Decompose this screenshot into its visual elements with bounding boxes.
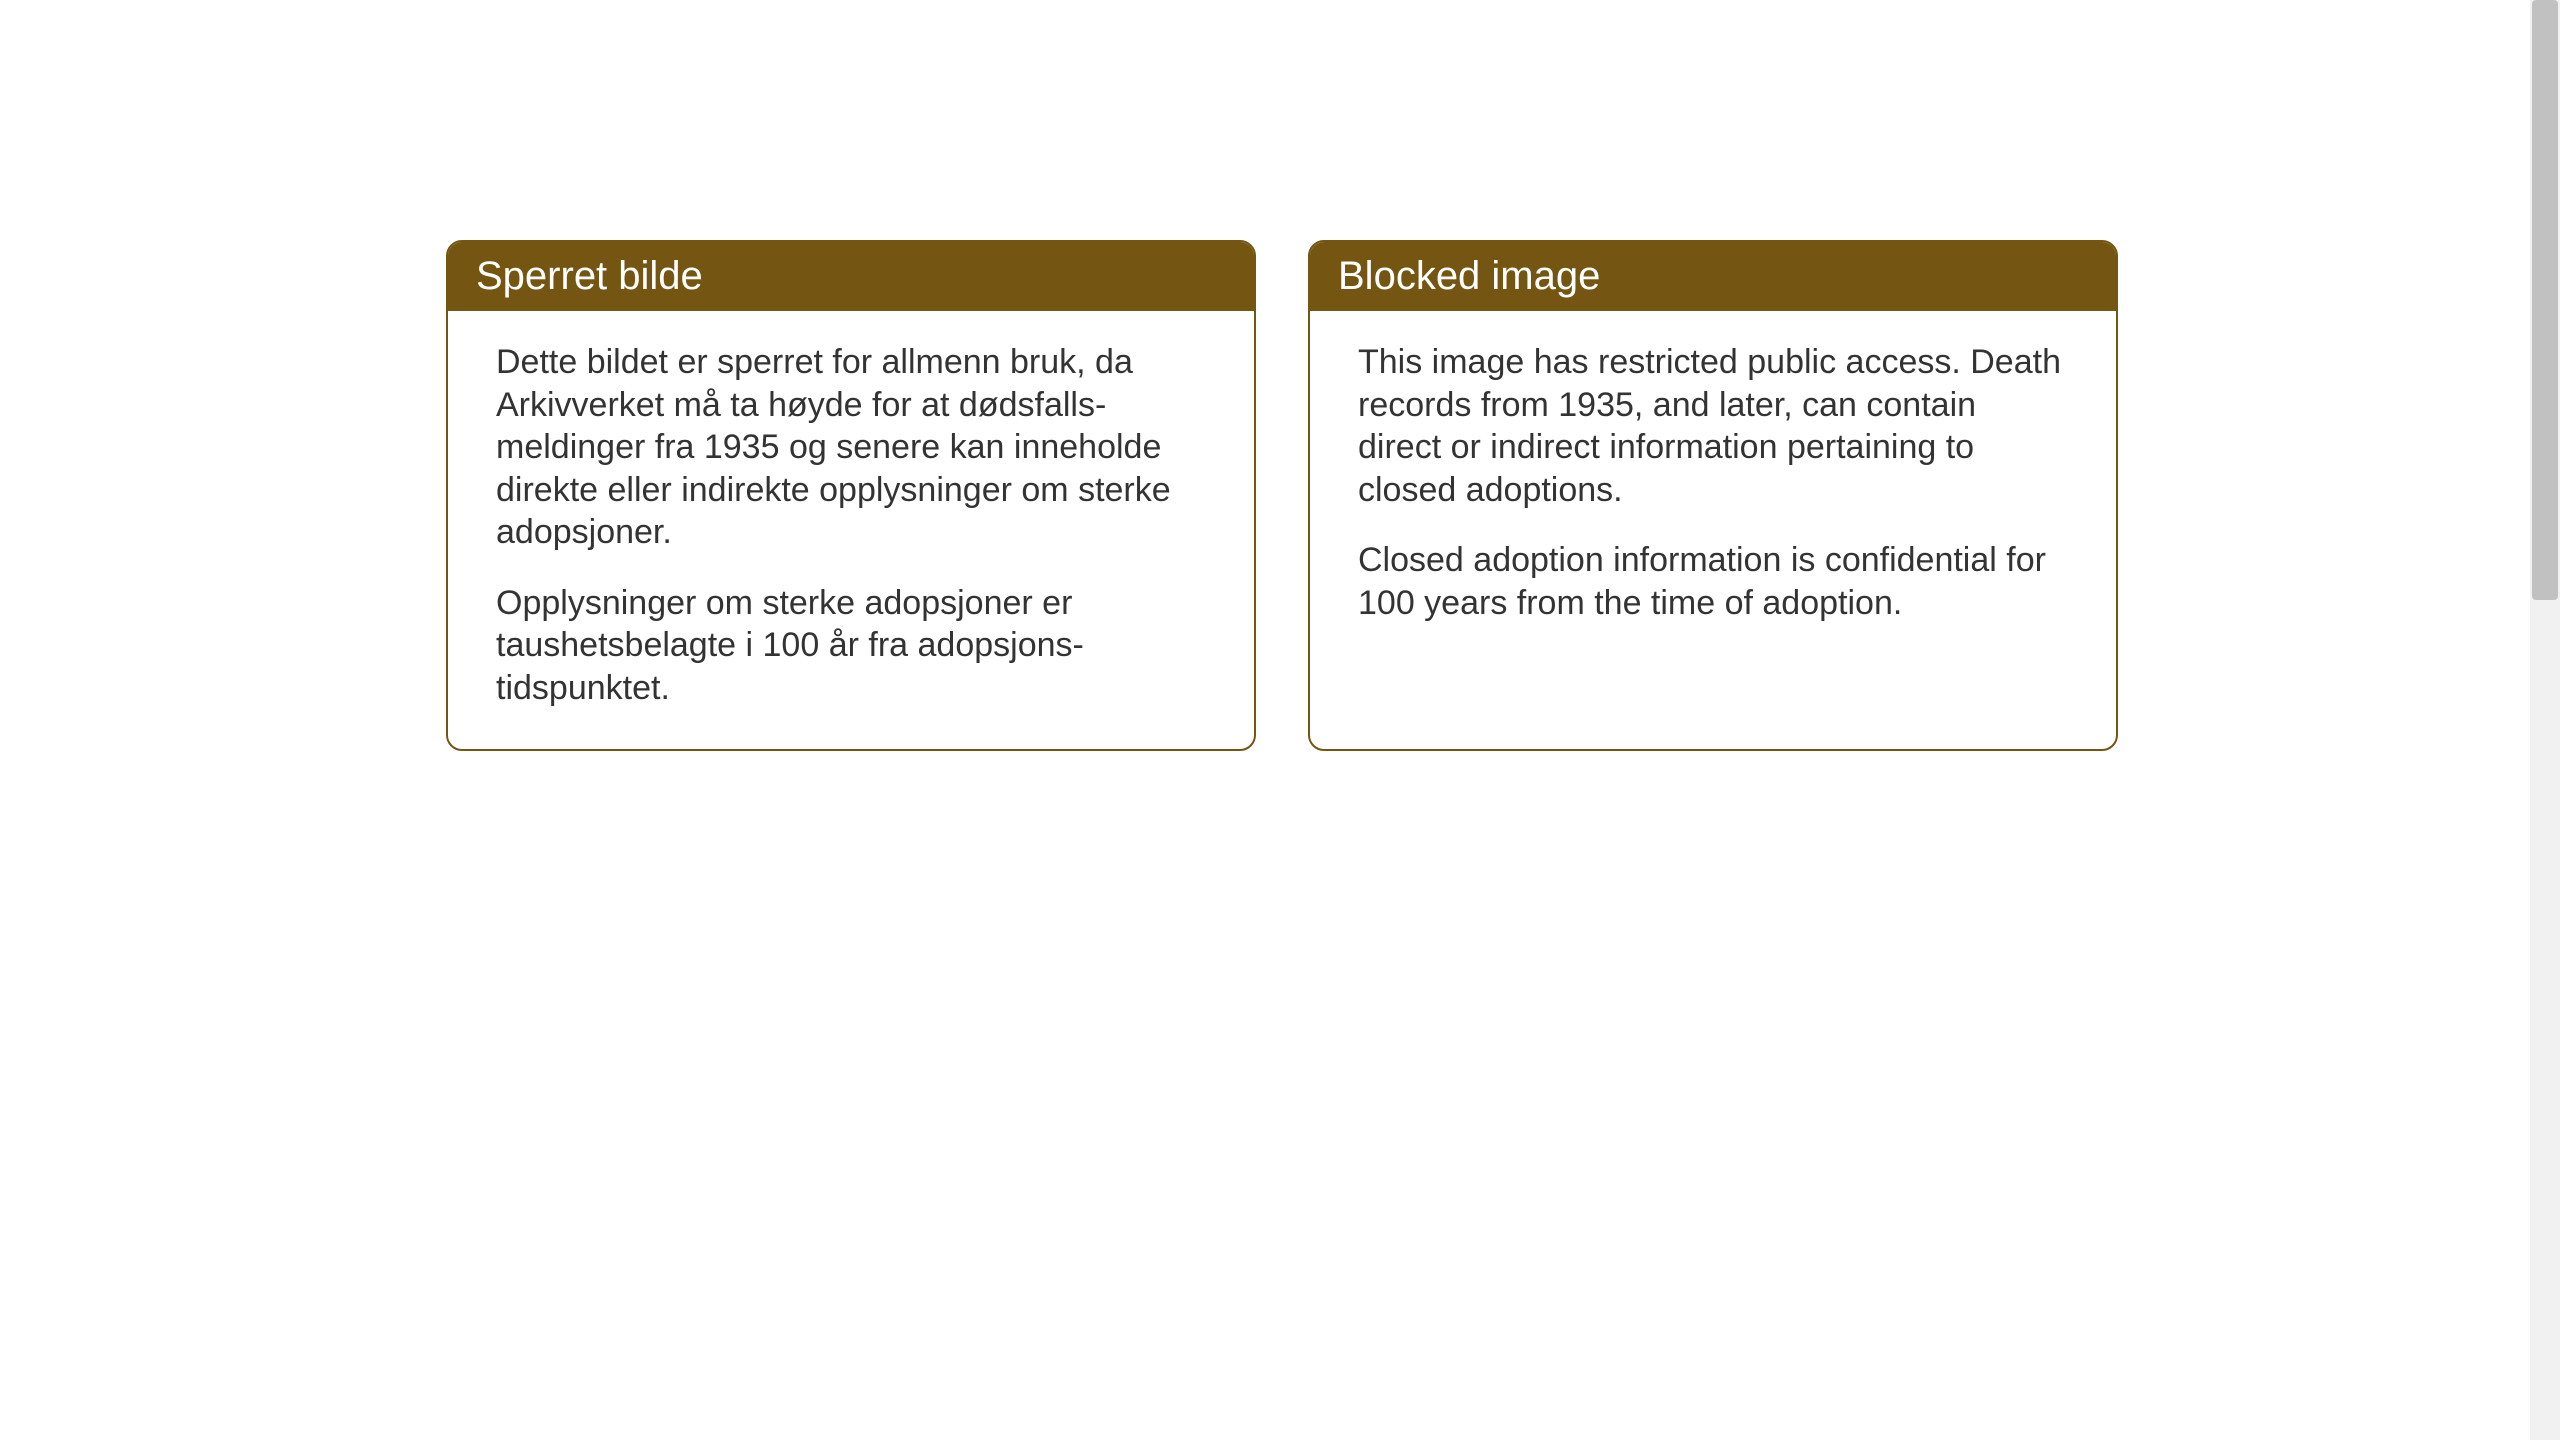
card-body: This image has restricted public access.… xyxy=(1310,311,2116,664)
card-header: Blocked image xyxy=(1310,242,2116,311)
card-title: Blocked image xyxy=(1338,254,1600,298)
card-paragraph-1: Dette bildet er sperret for allmenn bruk… xyxy=(496,341,1206,554)
scrollbar-track[interactable] xyxy=(2530,0,2560,1440)
card-paragraph-2: Opplysninger om sterke adopsjoner er tau… xyxy=(496,582,1206,710)
notice-card-norwegian: Sperret bilde Dette bildet er sperret fo… xyxy=(446,240,1256,751)
notice-cards-container: Sperret bilde Dette bildet er sperret fo… xyxy=(446,240,2118,751)
card-paragraph-1: This image has restricted public access.… xyxy=(1358,341,2068,511)
card-paragraph-2: Closed adoption information is confident… xyxy=(1358,539,2068,624)
notice-card-english: Blocked image This image has restricted … xyxy=(1308,240,2118,751)
card-title: Sperret bilde xyxy=(476,254,703,298)
scrollbar-thumb[interactable] xyxy=(2532,0,2558,600)
card-body: Dette bildet er sperret for allmenn bruk… xyxy=(448,311,1254,749)
card-header: Sperret bilde xyxy=(448,242,1254,311)
